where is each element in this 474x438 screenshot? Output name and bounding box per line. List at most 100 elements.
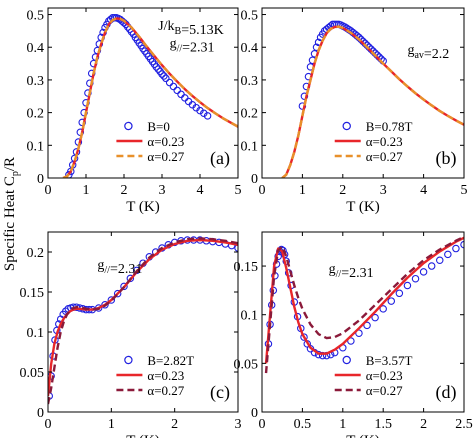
legend-label: α=0.27: [366, 383, 403, 398]
data-point: [162, 74, 170, 83]
legend: B=0α=0.23α=0.27: [116, 119, 185, 164]
data-point: [444, 250, 452, 259]
x-tick-label: 1: [108, 417, 115, 432]
x-tick-label: 0: [259, 417, 266, 432]
data-point: [78, 118, 86, 127]
legend-marker: [342, 121, 351, 131]
x-axis-label: T (K): [126, 433, 159, 438]
data-point: [181, 94, 189, 102]
data-point: [427, 262, 436, 270]
y-tick-label: 0: [251, 406, 258, 421]
y-tick-label: 0.15: [234, 260, 259, 275]
annotation-sub: //: [104, 265, 110, 276]
y-tick-label: 0.4: [241, 41, 259, 56]
legend-marker: [124, 121, 133, 131]
annotation-part: g: [407, 43, 414, 58]
data-point: [234, 244, 238, 252]
legend-item: α=0.27: [116, 149, 185, 164]
y-tick-label: 0.5: [241, 9, 259, 24]
data-point: [154, 65, 162, 73]
data-point: [177, 90, 185, 99]
y-tick-label: 0.3: [27, 74, 45, 89]
panel-label: (b): [436, 148, 457, 169]
series-d-markers: [264, 240, 464, 360]
legend-item: α=0.23: [116, 134, 184, 149]
data-point: [173, 86, 181, 95]
x-tick-label: 3: [235, 417, 242, 432]
y-tick-label: 0: [37, 172, 44, 187]
x-tick-label: 1: [299, 183, 306, 198]
x-tick-label: 0: [259, 183, 266, 198]
x-axis-label: T (K): [126, 199, 159, 215]
y-tick-label: 0.2: [241, 107, 259, 122]
series-line-d-2: [264, 235, 464, 374]
annotation-sub: av: [414, 50, 423, 61]
y-tick-label: 0.1: [27, 326, 45, 341]
data-point: [452, 244, 460, 253]
data-point: [80, 108, 88, 117]
legend-label: B=2.82T: [147, 353, 194, 368]
legend-label: α=0.23: [366, 134, 403, 149]
annotation-g-factor: g//=2.31: [170, 37, 215, 56]
legend-item: B=0.78T: [342, 119, 412, 134]
plot-area-a: [62, 14, 238, 178]
legend-marker: [124, 355, 133, 365]
data-point: [419, 268, 428, 276]
data-point: [158, 70, 166, 78]
data-point: [169, 82, 178, 91]
data-point: [82, 99, 90, 107]
legend-item: α=0.23: [116, 368, 184, 383]
x-tick-label: 1: [83, 183, 90, 198]
y-tick-label: 0: [37, 406, 44, 421]
y-tick-label: 0.2: [27, 246, 45, 261]
annotation-part: J/k: [158, 19, 174, 34]
x-tick-label: 2: [339, 183, 346, 198]
x-tick-label: 5: [461, 183, 468, 198]
data-point: [203, 112, 212, 120]
data-point: [126, 274, 135, 283]
data-point: [84, 89, 92, 97]
data-point: [101, 301, 109, 309]
legend-item: B=0: [124, 119, 170, 134]
data-point: [107, 296, 116, 304]
annotation-part: =2.31: [110, 262, 142, 277]
legend-item: α=0.23: [334, 368, 403, 383]
series-c-markers: [48, 236, 238, 400]
axes-frame: [261, 7, 465, 179]
x-tick-label: 2: [420, 417, 427, 432]
x-tick-label: 2: [171, 417, 178, 432]
panel-label: (d): [436, 382, 457, 403]
x-tick-label: 2.5: [455, 417, 473, 432]
plot-area-b: [281, 20, 464, 178]
data-point: [87, 69, 96, 78]
data-point: [387, 297, 396, 305]
annotation-part: g: [170, 37, 177, 52]
data-point: [363, 321, 371, 330]
panel-c: 0 1 2 3 0 0.05 0.1 0.15 0.2 T (K) (c) g//=2.31 B=2.8…: [20, 231, 242, 438]
annotation-g-factor: gav=2.2: [407, 43, 449, 62]
annotation-part: =2.31: [182, 41, 214, 56]
y-tick-label: 0.1: [241, 309, 259, 324]
x-tick-label: 5: [235, 183, 242, 198]
legend-label: α=0.23: [147, 368, 184, 383]
y-tick-label: 0.05: [20, 366, 45, 381]
axes-frame: [47, 231, 239, 413]
data-point: [86, 79, 94, 87]
figure-ylabel-main: Specific Heat C: [2, 176, 18, 271]
data-point: [379, 305, 387, 313]
panel-b: 0 1 2 3 4 5 0 0.1 0.2 0.3 0.4 0.5 T (K) (b) gav=2.2 B=0…: [241, 7, 468, 215]
data-point: [411, 274, 420, 283]
x-axis-label: T (K): [346, 433, 379, 438]
data-point: [347, 337, 355, 345]
annotation-exchange: J/kB=5.13K: [158, 19, 224, 38]
legend-label: B=0: [147, 119, 170, 134]
data-point: [165, 78, 174, 87]
data-point: [403, 281, 412, 290]
legend-label: α=0.27: [147, 149, 184, 164]
legend-label: α=0.27: [366, 149, 403, 164]
y-tick-label: 0.3: [241, 74, 259, 89]
data-point: [300, 333, 308, 341]
series-b-markers: [298, 20, 387, 110]
